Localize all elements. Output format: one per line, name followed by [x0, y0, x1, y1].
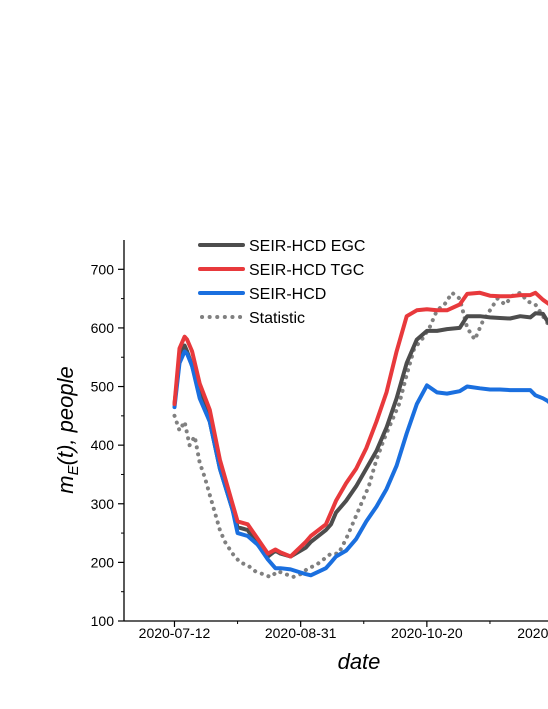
- y-tick-label: 700: [91, 261, 115, 277]
- ticks-layer: 100 200 300 400 500 600 700 2020-07-12 2020-08-3…: [91, 261, 548, 641]
- y-tick-label: 300: [91, 496, 115, 512]
- x-tick-label: 2020-07-12: [139, 625, 211, 641]
- series-line-seir-hcd: [172, 349, 548, 578]
- series-line-seir-hcd-tgc: [172, 290, 548, 559]
- y-tick-label: 200: [91, 554, 115, 570]
- x-tick-label: 2020-10-20: [391, 625, 463, 641]
- legend: SEIR-HCD EGC SEIR-HCD TGC SEIR-HCD Stati…: [195, 231, 395, 329]
- legend-entry-seir-hcd: SEIR-HCD: [198, 286, 326, 303]
- legend-label-seir-hcd: SEIR-HCD: [249, 286, 326, 303]
- legend-entry-egc: SEIR-HCD EGC: [198, 238, 365, 255]
- series-line-statistic: [172, 290, 548, 579]
- legend-label-tgc: SEIR-HCD TGC: [249, 262, 364, 279]
- x-tick-label: 2020-12-09: [517, 625, 548, 641]
- y-tick-label: 500: [91, 379, 115, 395]
- y-axis-title-sub: E: [65, 464, 82, 475]
- series-line-seir-hcd-egc: [172, 311, 548, 559]
- y-axis-title: mE(t), people: [53, 366, 82, 493]
- legend-entry-tgc: SEIR-HCD TGC: [198, 262, 364, 279]
- legend-label-statistic: Statistic: [249, 310, 305, 327]
- legend-label-egc: SEIR-HCD EGC: [249, 238, 365, 255]
- legend-box: [195, 231, 395, 329]
- axes-layer: [123, 240, 548, 622]
- y-tick-label: 600: [91, 320, 115, 336]
- x-axis-title: date: [338, 649, 381, 674]
- x-tick-label: 2020-08-31: [265, 625, 337, 641]
- y-tick-label: 400: [91, 437, 115, 453]
- y-axis-title-rest: (t), people: [53, 366, 78, 465]
- y-axis-title-main: m: [53, 475, 78, 493]
- series-layer: [172, 290, 548, 579]
- legend-entry-statistic: Statistic: [200, 310, 305, 327]
- y-tick-label: 100: [91, 613, 115, 629]
